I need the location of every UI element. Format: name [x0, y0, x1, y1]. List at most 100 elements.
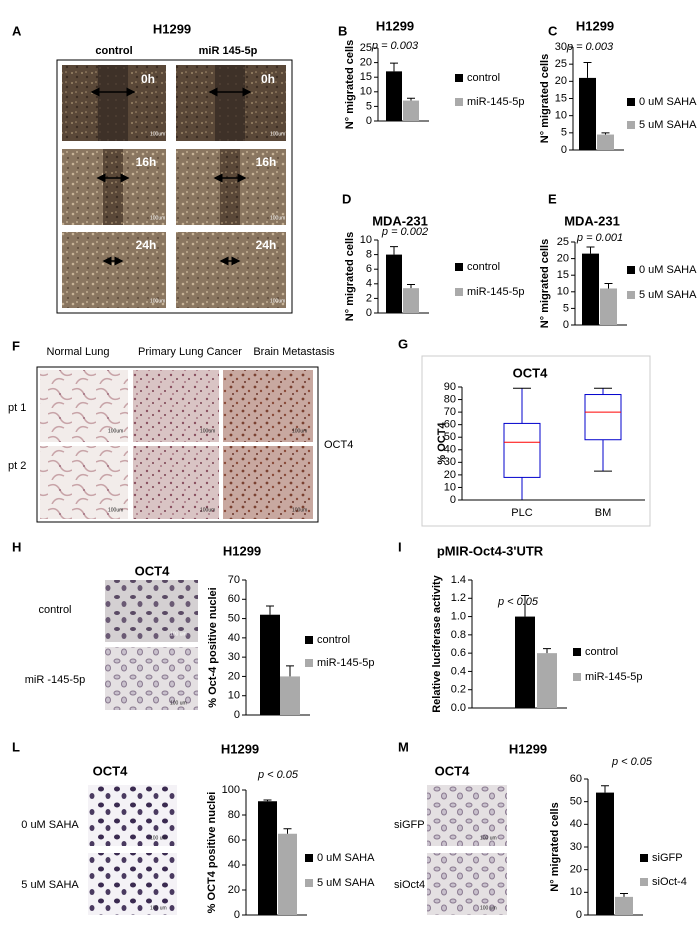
y-tick-label: 15: [555, 92, 567, 104]
micrograph: [40, 370, 128, 442]
y-tick-label: 60: [444, 419, 456, 431]
y-tick-label: 10: [570, 886, 582, 898]
y-axis-label: % Oct-4 positive nuclei: [207, 587, 219, 707]
bar: [386, 254, 402, 313]
y-tick-label: 1.4: [451, 574, 466, 586]
scale-label: 100um: [200, 507, 215, 513]
y-tick-label: 90: [444, 381, 456, 393]
y-tick-label: 25: [557, 236, 569, 248]
bar: [596, 792, 614, 915]
error-bar: [604, 283, 613, 289]
y-tick-label: 80: [228, 809, 240, 821]
panel-title: H1299: [153, 21, 191, 36]
bar: [280, 676, 300, 715]
y-tick-label: 30: [444, 456, 456, 468]
scale-label: 100um: [150, 298, 165, 304]
y-tick-label: 40: [228, 859, 240, 871]
time-label: 16h: [136, 155, 157, 169]
legend-label: 0 uM SAHA: [639, 96, 697, 108]
scale-label: 100 um: [170, 631, 187, 637]
y-tick-label: 50: [570, 796, 582, 808]
y-tick-label: 40: [444, 444, 456, 456]
legend-swatch: [305, 854, 313, 862]
row-label: siOct4: [394, 879, 425, 891]
bar: [278, 833, 297, 915]
y-tick-label: 20: [570, 864, 582, 876]
p-value: p = 0.002: [381, 226, 428, 238]
y-tick-label: 20: [360, 57, 372, 69]
micrograph: [62, 232, 166, 308]
x-tick-label: PLC: [511, 507, 532, 519]
legend-swatch: [455, 288, 463, 296]
y-tick-label: 10: [360, 86, 372, 98]
y-tick-label: 60: [228, 834, 240, 846]
box: [503, 422, 541, 478]
row-label: control: [38, 604, 71, 616]
bar: [597, 134, 614, 150]
x-tick-label: BM: [595, 507, 612, 519]
row-label: siGFP: [394, 819, 425, 831]
p-value: p < 0.05: [497, 596, 539, 608]
y-tick-label: 70: [228, 574, 240, 586]
scale-label: 100um: [270, 131, 285, 137]
y-tick-label: 0.2: [451, 684, 466, 696]
error-bar: [543, 648, 551, 654]
legend-swatch: [305, 636, 313, 644]
y-axis-label: % OCT4: [436, 422, 448, 465]
column-label: control: [95, 45, 132, 57]
y-tick-label: 50: [444, 431, 456, 443]
y-tick-label: 8: [366, 249, 372, 261]
legend-label: 0 uM SAHA: [639, 264, 697, 276]
row-label: pt 2: [8, 460, 26, 472]
micrograph: [427, 853, 507, 915]
panel-letter: M: [398, 739, 409, 754]
y-tick-label: 10: [360, 234, 372, 246]
y-tick-label: 25: [360, 42, 372, 54]
legend-label: siOct-4: [652, 876, 687, 888]
y-tick-label: 4: [366, 278, 372, 290]
chart-title: H1299: [509, 741, 547, 756]
legend-swatch: [573, 648, 581, 656]
y-axis-label: N° migrated cells: [549, 802, 561, 891]
y-tick-label: 30: [555, 41, 567, 53]
bar: [403, 288, 419, 313]
legend-label: 0 uM SAHA: [317, 852, 375, 864]
y-tick-label: 0: [563, 319, 569, 331]
time-label: 16h: [256, 155, 277, 169]
legend-swatch: [627, 121, 635, 129]
legend-swatch: [305, 659, 313, 667]
scale-label: 100um: [270, 298, 285, 304]
row-label: 0 uM SAHA: [21, 819, 79, 831]
panel-letter: E: [548, 191, 557, 206]
panel-letter: F: [12, 338, 20, 353]
micrograph: [133, 370, 219, 442]
column-label: Normal Lung: [47, 346, 110, 358]
stain-label: OCT4: [324, 439, 353, 451]
error-bar: [620, 892, 628, 897]
arrows: [90, 87, 252, 266]
y-tick-label: 2: [366, 292, 372, 304]
stain-label: OCT4: [93, 763, 128, 778]
box: [584, 394, 622, 441]
y-tick-label: 0.6: [451, 647, 466, 659]
y-tick-label: 60: [570, 773, 582, 785]
y-tick-label: 60: [228, 593, 240, 605]
scale-label: 100 um: [480, 835, 497, 841]
y-tick-label: 0: [366, 307, 372, 319]
legend-swatch: [627, 98, 635, 106]
legend-label: miR-145-5p: [467, 286, 524, 298]
p-value: p = 0.003: [566, 41, 614, 53]
panel-letter: L: [12, 739, 20, 754]
y-tick-label: 5: [563, 302, 569, 314]
p-value: p < 0.05: [257, 769, 299, 781]
chart-title: H1299: [576, 18, 614, 33]
chart-title: MDA-231: [564, 213, 620, 228]
row-label: miR -145-5p: [25, 674, 86, 686]
y-tick-label: 100: [222, 784, 240, 796]
scale-label: 100 um: [480, 905, 497, 911]
scale-label: 100um: [200, 428, 215, 434]
micrograph: [223, 446, 313, 519]
scale-label: 100um: [292, 428, 307, 434]
legend-swatch: [455, 98, 463, 106]
panel-letter: B: [338, 23, 347, 38]
